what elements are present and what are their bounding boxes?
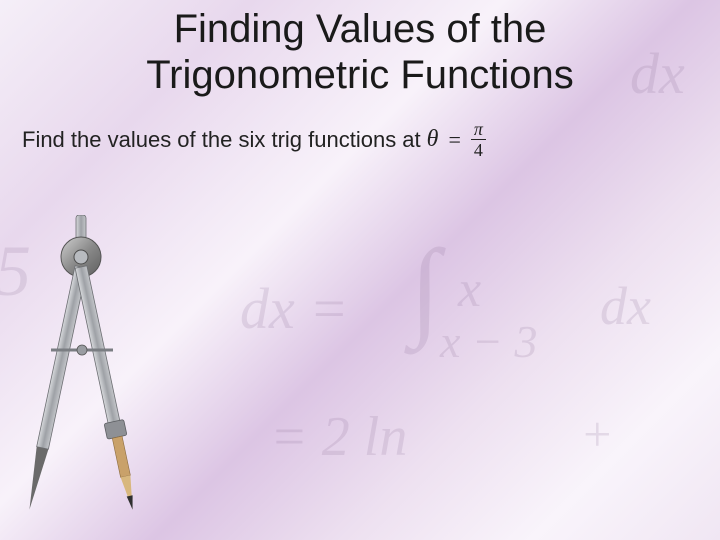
fraction-pi-over-4: π 4 — [471, 120, 486, 159]
compass-icon — [16, 215, 146, 525]
frac-denominator: 4 — [471, 139, 486, 159]
bg-math-text: x — [458, 260, 481, 319]
prompt-text: Find the values of the six trig function… — [22, 127, 421, 153]
bg-math-text: + — [580, 405, 614, 463]
title-line-1: Finding Values of the — [174, 7, 547, 51]
problem-prompt: Find the values of the six trig function… — [22, 120, 486, 159]
slide: 5dxdx =∫xx − 3dx= 2 ln+ Finding Values o… — [0, 0, 720, 540]
bg-math-text: dx — [600, 275, 651, 337]
title-line-2: Trigonometric Functions — [146, 53, 574, 97]
theta-symbol: θ — [427, 126, 439, 153]
bg-math-text: = 2 ln — [270, 405, 407, 469]
page-title: Finding Values of the Trigonometric Func… — [0, 6, 720, 98]
bg-math-text: x − 3 — [440, 315, 537, 368]
bg-math-text: ∫ — [410, 225, 440, 352]
frac-numerator: π — [471, 120, 486, 139]
equals-sign: = — [444, 127, 464, 153]
bg-math-text: dx = — [240, 275, 348, 342]
